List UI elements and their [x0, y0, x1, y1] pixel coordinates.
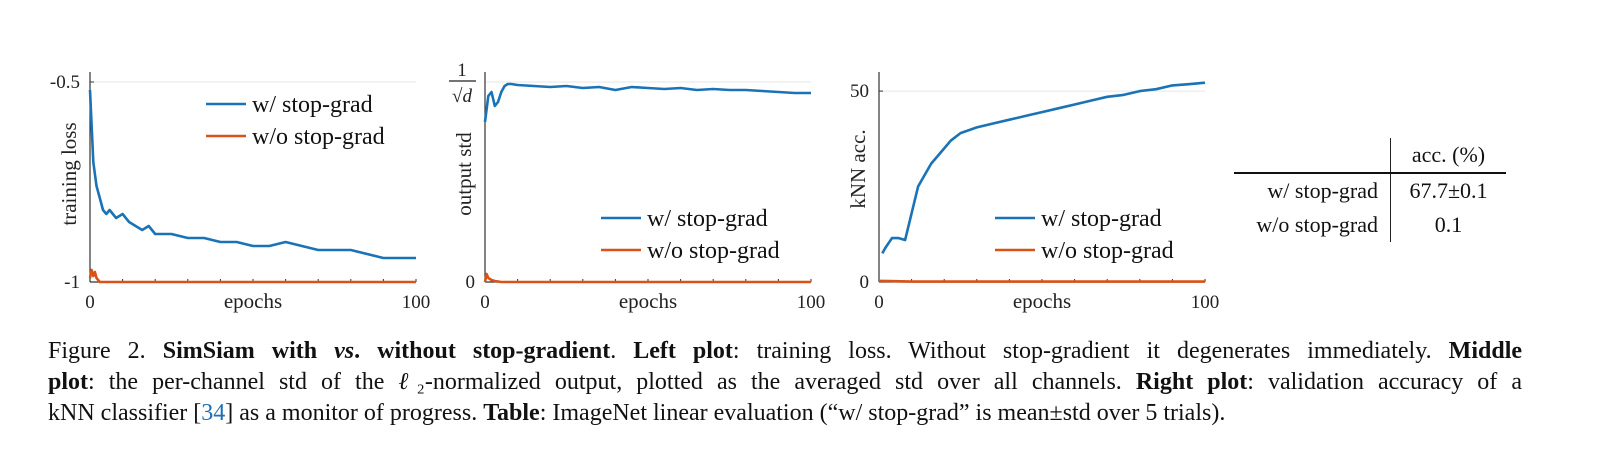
caption-segment: -normalized output, plotted as the avera…: [424, 369, 1136, 395]
caption-line-3: kNN classifier [34] as a monitor of prog…: [48, 398, 1522, 429]
caption-line-2: plot: the per-channel std of the ℓ₂-norm…: [48, 367, 1522, 398]
caption-segment: . without stop-gradient: [354, 338, 611, 364]
legend-label: w/ stop-grad: [647, 206, 768, 232]
x-tick-label: 100: [402, 292, 431, 313]
table-header-acc: acc. (%): [1390, 138, 1506, 172]
series-line-with-stop-grad: [88, 89, 416, 260]
y-tick-label: 0: [860, 272, 870, 293]
caption-segment: : ImageNet linear evaluation (“w/ stop-g…: [539, 400, 1226, 426]
caption-segment: Middle: [1448, 338, 1523, 364]
caption-segment: vs: [334, 338, 355, 364]
legend-label: w/ stop-grad: [252, 92, 373, 118]
y-axis-label: kNN acc.: [846, 129, 870, 208]
table-cell-acc: 0.1: [1390, 208, 1506, 242]
caption-segment: ₂: [416, 369, 425, 395]
x-axis-label: epochs: [1013, 289, 1071, 313]
y-tick-label: -0.5: [50, 72, 80, 93]
table-row: w/o stop-grad 0.1: [1234, 208, 1506, 242]
series-line-without-stop-grad: [88, 268, 416, 284]
caption-segment: Table: [483, 400, 540, 426]
x-tick-label: 100: [797, 292, 826, 313]
x-tick-label: 0: [874, 292, 884, 313]
caption-segment: ℓ: [398, 369, 417, 395]
series-line-without-stop-grad: [483, 272, 811, 284]
table-header-row: acc. (%): [1234, 138, 1506, 174]
citation-link[interactable]: 34: [201, 400, 226, 426]
caption-segment: : validation accuracy of a: [1247, 369, 1523, 395]
y-tick-label: 50: [850, 81, 869, 102]
y-axis-label: training loss: [57, 122, 81, 225]
caption-segment: plot: [48, 369, 89, 395]
caption-segment: : the per-channel std of the: [88, 369, 399, 395]
y-tick-label: 0: [466, 272, 476, 293]
x-axis-label: epochs: [619, 289, 677, 313]
series-line-without-stop-grad: [878, 279, 1205, 283]
legend-label: w/o stop-grad: [647, 238, 780, 264]
caption-line-1: Figure 2. SimSiam with vs. without stop-…: [48, 336, 1522, 367]
legend-label: w/o stop-grad: [1041, 238, 1174, 264]
caption-segment: Right plot: [1135, 369, 1248, 395]
y-axis-label: output std: [452, 132, 476, 216]
figure-caption: Figure 2. SimSiam with vs. without stop-…: [48, 336, 1522, 429]
caption-segment: Figure 2.: [48, 338, 163, 364]
x-tick-label: 100: [1191, 292, 1220, 313]
caption-segment: Left plot: [633, 338, 733, 364]
legend-label: w/ stop-grad: [1041, 206, 1162, 232]
y-tick-fraction-numerator: 1: [457, 60, 467, 81]
caption-segment: ] as a monitor of progress.: [225, 400, 484, 426]
legend-label: w/o stop-grad: [252, 124, 385, 150]
table-cell-method: w/ stop-grad: [1267, 178, 1378, 203]
x-tick-label: 0: [85, 292, 95, 313]
table-cell-method: w/o stop-grad: [1256, 212, 1378, 237]
x-tick-label: 0: [480, 292, 490, 313]
table-cell-acc: 67.7±0.1: [1390, 174, 1506, 208]
x-axis-label: epochs: [224, 289, 282, 313]
caption-segment: SimSiam with: [162, 338, 335, 364]
y-tick-fraction-denominator: √d: [452, 86, 472, 107]
caption-segment: : training loss. Without stop-gradient i…: [732, 338, 1449, 364]
caption-segment: .: [610, 338, 634, 364]
series-line-with-stop-grad: [881, 81, 1206, 255]
caption-segment: kNN classifier [: [48, 400, 202, 426]
y-tick-label: -1: [64, 272, 80, 293]
accuracy-table: acc. (%) w/ stop-grad 67.7±0.1 w/o stop-…: [1234, 138, 1506, 242]
series-line-with-stop-grad: [483, 82, 811, 123]
table-row: w/ stop-grad 67.7±0.1: [1234, 174, 1506, 208]
